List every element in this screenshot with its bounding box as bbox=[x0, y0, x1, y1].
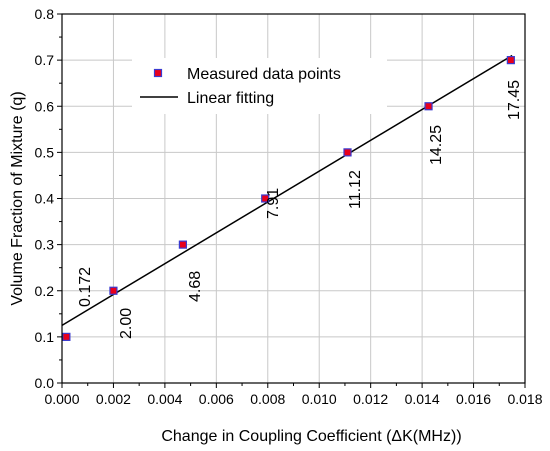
plot-content: 0.172 2.00 4.68 7.91 11.12 14.25 17.45 bbox=[61, 54, 523, 341]
legend-background bbox=[132, 58, 387, 114]
legend: Measured data points Linear fitting bbox=[132, 58, 387, 114]
data-annotation: 4.68 bbox=[187, 271, 204, 302]
y-tick-label: 0.6 bbox=[35, 98, 55, 114]
y-tick-label: 0.4 bbox=[35, 191, 55, 207]
legend-label-measured: Measured data points bbox=[187, 66, 341, 83]
x-tick-label: 0.002 bbox=[96, 391, 131, 407]
data-point bbox=[343, 148, 352, 157]
x-axis-label: Change in Coupling Coefficient (ΔK(MHz)) bbox=[161, 428, 461, 445]
y-tick-label: 0.7 bbox=[35, 52, 55, 68]
data-point bbox=[109, 286, 118, 295]
data-point bbox=[62, 332, 71, 341]
legend-marker-measured bbox=[153, 68, 163, 78]
x-tick-label: 0.006 bbox=[199, 391, 234, 407]
data-annotation: 14.25 bbox=[428, 125, 445, 165]
y-tick-label: 0.0 bbox=[35, 375, 55, 391]
y-axis-label: Volume Fraction of Mixture (q) bbox=[9, 91, 26, 305]
data-point bbox=[424, 102, 433, 111]
axis-ticks bbox=[57, 13, 526, 388]
x-tick-label: 0.016 bbox=[456, 391, 491, 407]
y-tick-label: 0.8 bbox=[35, 6, 55, 22]
y-tick-label: 0.5 bbox=[35, 144, 55, 160]
y-tick-label: 0.2 bbox=[35, 283, 55, 299]
x-tick-label: 0.004 bbox=[147, 391, 182, 407]
x-tick-label: 0.014 bbox=[405, 391, 440, 407]
y-tick-label: 0.3 bbox=[35, 237, 55, 253]
x-tick-label: 0.010 bbox=[302, 391, 337, 407]
y-tick-label: 0.1 bbox=[35, 329, 55, 345]
tick-labels: 0.000 0.002 0.004 0.006 0.008 0.010 0.012 0.014… bbox=[35, 6, 543, 407]
data-annotation: 11.12 bbox=[347, 170, 364, 209]
legend-label-fitting: Linear fitting bbox=[187, 90, 274, 107]
x-tick-label: 0.008 bbox=[250, 391, 285, 407]
x-tick-label: 0.012 bbox=[353, 391, 388, 407]
linear-fit-line bbox=[61, 54, 513, 326]
x-tick-label: 0.000 bbox=[44, 391, 79, 407]
data-point bbox=[178, 240, 187, 249]
data-annotation: 0.172 bbox=[77, 267, 94, 307]
x-tick-label: 0.018 bbox=[507, 391, 542, 407]
data-point bbox=[506, 56, 515, 65]
data-annotation: 17.45 bbox=[506, 80, 523, 120]
data-point bbox=[261, 194, 270, 203]
data-annotation: 7.91 bbox=[265, 188, 282, 219]
data-annotation: 2.00 bbox=[118, 308, 135, 339]
